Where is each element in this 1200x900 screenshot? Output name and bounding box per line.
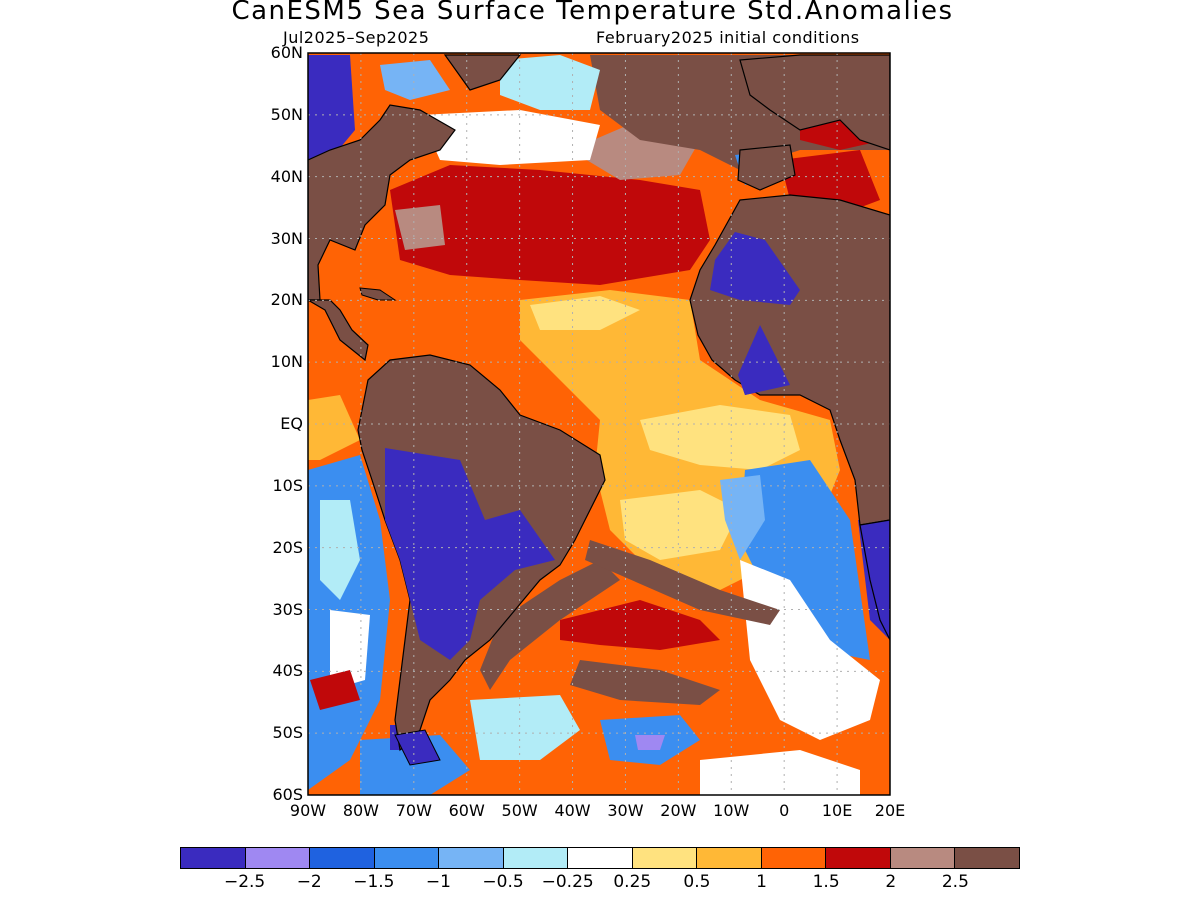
northwest-atlantic-white bbox=[420, 110, 600, 165]
latitude-label: EQ bbox=[280, 414, 303, 433]
brazil-malvinas-brown-streak bbox=[480, 560, 620, 690]
colorbar bbox=[180, 847, 1020, 869]
southeast-pacific-white bbox=[330, 610, 370, 690]
colorbar-swatch bbox=[181, 848, 245, 868]
southern-ocean-light-blue bbox=[470, 695, 580, 760]
tierra-del-fuego bbox=[394, 729, 441, 766]
central-america-land bbox=[308, 299, 369, 362]
colorbar-swatch bbox=[889, 848, 955, 868]
initial-conditions: February2025 initial conditions bbox=[596, 28, 860, 47]
map-title: CanESM5 Sea Surface Temperature Std.Anom… bbox=[231, 0, 954, 26]
colorbar-swatch bbox=[373, 848, 439, 868]
longitude-label: 30W bbox=[607, 801, 644, 820]
colorbar-swatch bbox=[438, 848, 503, 868]
latitude-label: 30S bbox=[272, 599, 303, 619]
latitude-label: 10S bbox=[272, 475, 303, 495]
south-atlantic-red-streak bbox=[560, 600, 720, 650]
iberia-land bbox=[737, 144, 796, 191]
colorbar-tick-label: 0.25 bbox=[613, 872, 652, 892]
southern-ocean-brown bbox=[570, 660, 720, 705]
latitude-label: 40S bbox=[272, 661, 303, 681]
drake-passage-blue bbox=[360, 735, 470, 795]
labrador-light-blue bbox=[500, 55, 600, 110]
colorbar-swatch bbox=[567, 848, 632, 868]
europe-land bbox=[739, 54, 890, 151]
latitude-label: 20N bbox=[270, 290, 303, 310]
longitude-label: 50W bbox=[501, 801, 538, 820]
north-atlantic-warm-core bbox=[390, 165, 710, 285]
southeast-atlantic-white bbox=[740, 560, 880, 740]
longitude-label: 20E bbox=[874, 801, 906, 820]
labrador-blue bbox=[380, 60, 450, 100]
latitude-label: 10N bbox=[270, 352, 303, 372]
latitude-label: 40N bbox=[270, 166, 303, 186]
map-gridlines bbox=[308, 53, 890, 795]
latitude-label: 30N bbox=[270, 228, 303, 248]
southwest-warm-red bbox=[310, 670, 360, 710]
south-atlantic-brown-streak bbox=[585, 540, 780, 625]
colorbar-swatch bbox=[760, 848, 826, 868]
andes-cold-overlay bbox=[385, 448, 555, 660]
longitude-label: 60W bbox=[448, 801, 485, 820]
colorbar-swatch bbox=[696, 848, 761, 868]
longitude-label: 0 bbox=[779, 801, 790, 820]
colorbar-tick-label: 0.5 bbox=[683, 872, 711, 892]
colorbar-tick-label: −1 bbox=[425, 872, 451, 892]
southern-ocean-purple bbox=[635, 735, 665, 750]
forecast-period: Jul2025–Sep2025 bbox=[283, 28, 430, 47]
greenland-land bbox=[443, 54, 522, 91]
west-africa-cold-overlay bbox=[738, 325, 790, 395]
peru-warm-coast bbox=[308, 395, 360, 460]
latitude-label: 20S bbox=[272, 537, 303, 557]
colorbar-tick-label: 2 bbox=[885, 872, 897, 892]
colorbar-swatch bbox=[631, 848, 697, 868]
hudson-dark-blue bbox=[308, 55, 355, 165]
colorbar-tick-label: 2.5 bbox=[941, 872, 969, 892]
colorbar-tick-label: −0.25 bbox=[541, 872, 594, 892]
subtropical-north-pale bbox=[530, 296, 640, 330]
colorbar-swatch bbox=[309, 848, 374, 868]
map-frame bbox=[307, 52, 891, 796]
southeast-pacific-light bbox=[320, 500, 360, 600]
colorbar-tick-label: −2 bbox=[296, 872, 322, 892]
equatorial-pale-band bbox=[640, 405, 800, 470]
colorbar-tick-label: −2.5 bbox=[223, 872, 266, 892]
colorbar-tick-label: −0.5 bbox=[482, 872, 524, 892]
colorbar-tick-label: 1 bbox=[756, 872, 767, 892]
south-atlantic-pale bbox=[620, 490, 740, 560]
north-america-land bbox=[308, 104, 456, 301]
colorbar-swatch bbox=[502, 848, 568, 868]
latitude-label: 50N bbox=[270, 104, 303, 124]
longitude-label: 90W bbox=[289, 801, 327, 820]
longitude-label: 10W bbox=[713, 801, 750, 820]
colorbar-tick-label: 1.5 bbox=[812, 872, 840, 892]
colorbar-swatch bbox=[954, 848, 1019, 868]
longitude-label: 20W bbox=[660, 801, 697, 820]
southeast-atlantic-light bbox=[720, 475, 765, 560]
longitude-label: 70W bbox=[395, 801, 432, 820]
sahara-cold-overlay bbox=[710, 232, 800, 305]
colorbar-tick-label: −1.5 bbox=[353, 872, 395, 892]
latitude-label: 60S bbox=[272, 785, 303, 804]
colorbar-swatch bbox=[825, 848, 890, 868]
southern-ocean-white bbox=[700, 750, 860, 795]
colorbar-swatch bbox=[244, 848, 310, 868]
latitude-label: 50S bbox=[272, 723, 303, 743]
longitude-label: 80W bbox=[342, 801, 379, 820]
longitude-label: 10E bbox=[821, 801, 853, 820]
longitude-label: 40W bbox=[554, 801, 591, 820]
latitude-label: 60N bbox=[270, 43, 303, 62]
